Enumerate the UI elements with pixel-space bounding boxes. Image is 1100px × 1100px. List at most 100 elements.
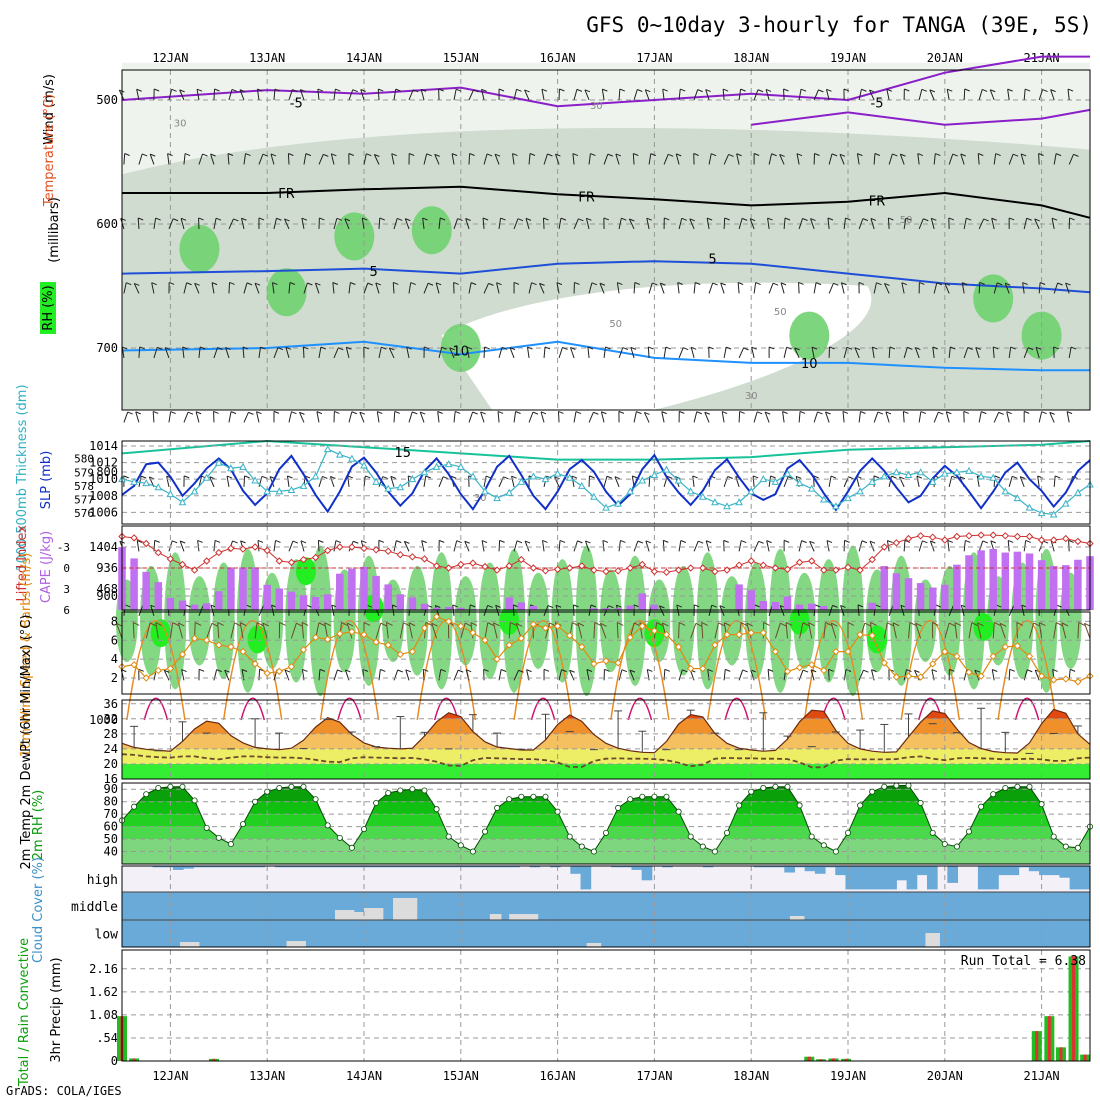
wind-barb-flag bbox=[248, 411, 254, 415]
wind-barb bbox=[585, 218, 590, 230]
rh-point bbox=[409, 786, 416, 793]
wind-barb-flag bbox=[664, 217, 670, 221]
wind-barb-flag bbox=[559, 539, 566, 543]
rh-moist-blob bbox=[430, 552, 453, 690]
wind-barb bbox=[648, 153, 652, 165]
wind-barb bbox=[1053, 475, 1056, 487]
lifted-index-point bbox=[880, 543, 889, 551]
wind-barb bbox=[646, 218, 650, 230]
wind-barb-flag bbox=[424, 346, 430, 350]
lifted-index-point bbox=[275, 557, 284, 565]
wind-barb bbox=[483, 283, 489, 294]
wind-barb-flag bbox=[300, 540, 307, 544]
wind-speed-point bbox=[916, 673, 925, 681]
wind-barb bbox=[991, 669, 995, 681]
rh-point bbox=[179, 783, 186, 790]
thickness-point bbox=[795, 479, 804, 487]
wind-barb bbox=[243, 475, 246, 487]
lifted-index-point bbox=[420, 555, 429, 563]
wind-barb-flag bbox=[154, 539, 160, 543]
surface-wind-barb-flag bbox=[279, 621, 286, 626]
cloud-high-bar bbox=[845, 866, 857, 890]
warm-isotherm-arc bbox=[997, 620, 1057, 721]
wind-barb-flag bbox=[917, 153, 923, 157]
wind-barb-flag bbox=[439, 539, 445, 543]
precip-tick-label: .54 bbox=[96, 1031, 118, 1045]
thickness-point bbox=[251, 476, 259, 484]
wind-barb bbox=[318, 347, 322, 359]
wind-barb bbox=[285, 347, 290, 359]
temp-band bbox=[122, 748, 1090, 764]
wind-barb-flag bbox=[137, 217, 144, 221]
rh-point bbox=[857, 802, 864, 809]
wind-barb bbox=[929, 540, 935, 552]
cape-bar bbox=[868, 602, 876, 610]
wind-barb-flag bbox=[809, 540, 815, 544]
wind-speed-point bbox=[553, 622, 562, 630]
wind-barb bbox=[675, 153, 680, 165]
wind-barb-flag bbox=[455, 88, 462, 92]
wind-barb bbox=[1035, 347, 1040, 359]
wind-barb-flag bbox=[929, 89, 936, 93]
wind-barb-flag bbox=[500, 669, 507, 672]
wind-barb-flag bbox=[405, 669, 411, 673]
wind-speed-point bbox=[795, 663, 804, 672]
wind-speed-point bbox=[699, 664, 707, 673]
wind-barb bbox=[963, 347, 969, 359]
surface-wind-barb-flag bbox=[695, 622, 703, 627]
lifted-index-point bbox=[154, 548, 163, 557]
lifted-index-point bbox=[1025, 532, 1034, 541]
cloud-high-bar bbox=[804, 866, 816, 872]
wind-barb-flag bbox=[1020, 476, 1026, 480]
wind-barb-flag bbox=[663, 539, 669, 543]
wind-barb-flag bbox=[689, 218, 695, 222]
cloud-low-gap bbox=[586, 943, 602, 947]
cloud-high-bar bbox=[468, 866, 480, 868]
wind-barb-flag bbox=[831, 153, 838, 157]
cape-bar bbox=[202, 603, 211, 610]
wind-barb-flag bbox=[607, 153, 614, 157]
wind-barb-flag bbox=[994, 475, 1000, 479]
rh-point bbox=[518, 793, 525, 800]
wind-barb bbox=[707, 669, 710, 681]
wind-barb-flag bbox=[1069, 217, 1075, 221]
cape-bar bbox=[1013, 551, 1022, 610]
wind-barb bbox=[858, 411, 861, 423]
wind-barb-flag bbox=[736, 153, 742, 157]
wind-barb bbox=[284, 669, 290, 681]
wind-barb bbox=[917, 153, 920, 165]
wind-barb-flag bbox=[872, 346, 878, 350]
wind-barb-flag bbox=[691, 346, 697, 350]
wind-barb bbox=[408, 282, 412, 294]
lifted-index-point bbox=[638, 560, 647, 569]
wind-barb-flag bbox=[305, 153, 312, 157]
warm-isotherm-arc bbox=[513, 620, 573, 721]
wind-barb-flag bbox=[412, 89, 419, 93]
wind-barb bbox=[133, 283, 140, 294]
wind-barb-flag bbox=[589, 475, 595, 479]
wind-barb bbox=[723, 669, 726, 681]
wind-barb-flag bbox=[889, 346, 896, 350]
surface-wind-barb-flag bbox=[493, 622, 500, 627]
wind-barb bbox=[914, 670, 920, 681]
wind-barb bbox=[767, 217, 770, 230]
wind-speed-point bbox=[457, 622, 465, 630]
rh-point bbox=[360, 826, 367, 833]
surface-wind-barb-flag bbox=[847, 621, 855, 626]
wind-barb-flag bbox=[584, 89, 591, 93]
wind-barb-flag bbox=[531, 282, 537, 286]
surface-wind-barb bbox=[992, 622, 995, 639]
wind-barb bbox=[948, 605, 954, 617]
wind-barb-flag bbox=[682, 669, 688, 673]
wind-barb-flag bbox=[863, 669, 869, 673]
wind-speed-point bbox=[263, 669, 271, 677]
thickness-point bbox=[541, 475, 550, 483]
wind-barb-flag bbox=[1009, 668, 1015, 672]
wind-barb bbox=[543, 605, 549, 617]
cape-bar bbox=[965, 555, 973, 610]
wind-barb bbox=[449, 347, 455, 359]
wind-barb bbox=[813, 411, 818, 423]
wind-barb bbox=[183, 153, 186, 165]
cloud-high-bar bbox=[213, 866, 225, 868]
surface-wind-barb-flag bbox=[431, 622, 438, 627]
